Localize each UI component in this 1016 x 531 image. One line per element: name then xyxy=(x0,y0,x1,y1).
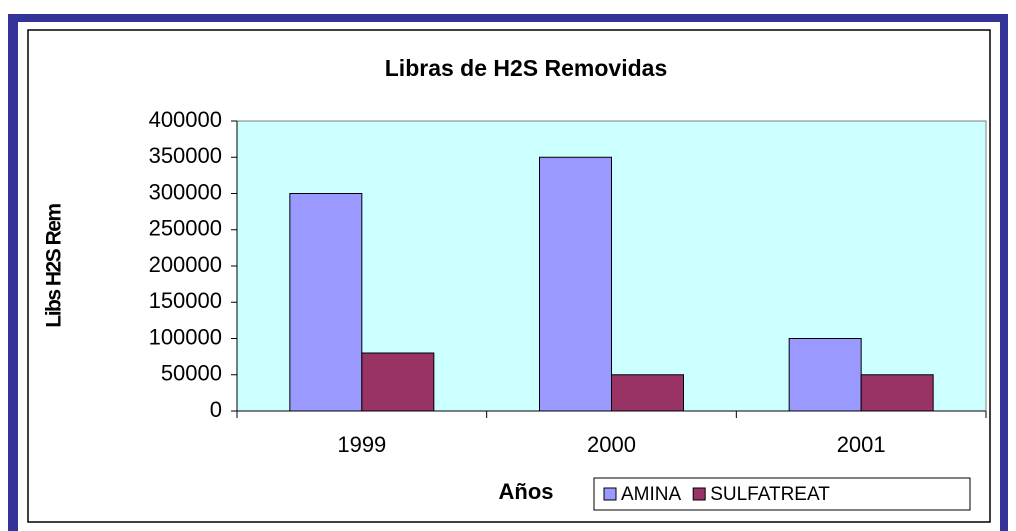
y-tick-label: 300000 xyxy=(149,179,222,204)
bar xyxy=(860,374,934,412)
y-tick-label: 100000 xyxy=(149,324,222,349)
legend-label: SULFATREAT xyxy=(710,484,830,505)
y-tick-label: 50000 xyxy=(161,361,222,386)
x-tick-label: 2001 xyxy=(837,432,886,457)
legend-label: AMINA xyxy=(621,484,682,505)
y-axis-label: Libs H2S Rem xyxy=(43,204,66,328)
y-tick-label: 250000 xyxy=(149,216,222,241)
chart-title: Libras de H2S Removidas xyxy=(385,55,668,81)
x-tick-label: 2000 xyxy=(587,432,636,457)
legend-swatch xyxy=(603,487,617,501)
y-tick-label: 350000 xyxy=(149,143,222,168)
y-tick-label: 400000 xyxy=(149,107,222,132)
y-tick-label: 200000 xyxy=(149,252,222,277)
x-tick-label: 1999 xyxy=(337,432,386,457)
x-axis-label: Años xyxy=(499,479,554,504)
bar xyxy=(289,193,363,412)
bar xyxy=(361,352,435,412)
legend-box xyxy=(593,477,971,511)
legend-swatch xyxy=(692,487,706,501)
bar xyxy=(611,374,684,412)
bar xyxy=(539,156,612,412)
y-tick-label: 150000 xyxy=(149,288,222,313)
bar xyxy=(788,338,862,412)
y-tick-label: 0 xyxy=(210,397,222,422)
